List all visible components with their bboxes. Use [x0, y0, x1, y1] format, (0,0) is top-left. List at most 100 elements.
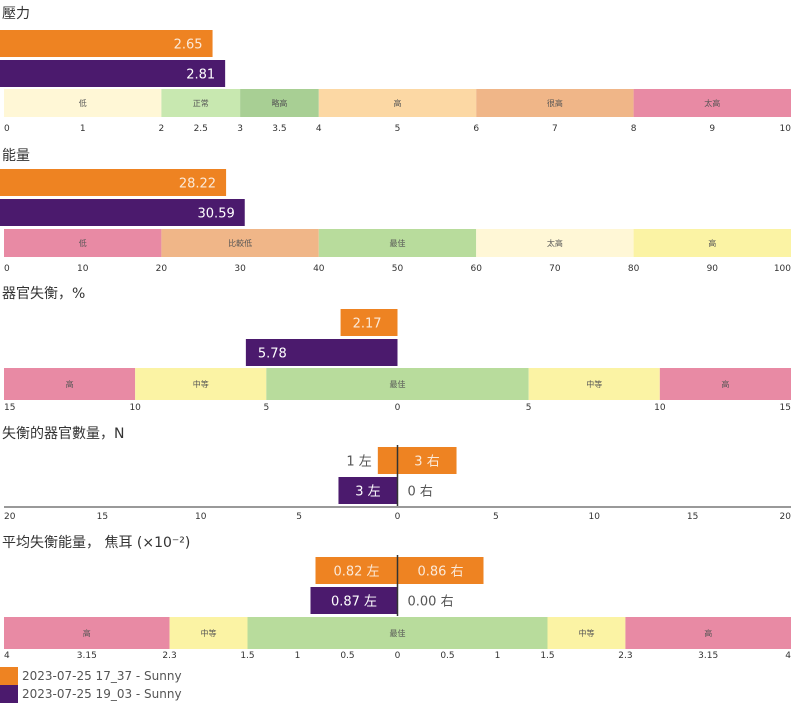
chart1-zone-4	[318, 89, 477, 117]
chart5-tick-2: 3.15	[77, 651, 97, 660]
chart5-bar-right-label-1: 0.86 右	[417, 565, 463, 580]
chart1-tick-1: 0	[4, 124, 10, 134]
chart5-bar-left-label-1: 0.82 左	[333, 565, 379, 580]
chart2-tick-10: 90	[707, 264, 719, 274]
chart5-zone-label-4: 中等	[578, 628, 594, 638]
chart4-tick-4: 5	[296, 512, 302, 522]
chart5-zone-3	[247, 617, 548, 649]
chart5-tick-4: 1.5	[240, 651, 254, 660]
chart2-zone-label-4: 太高	[547, 238, 563, 248]
chart5-tick-13: 4	[785, 651, 791, 660]
chart1-bar-2	[0, 60, 226, 87]
chart1-tick-10: 7	[552, 124, 558, 134]
chart1-bar-1	[0, 30, 213, 57]
chart5-zone-label-3: 最佳	[390, 628, 406, 638]
chart4-bar-left-2	[338, 477, 398, 504]
chart4-tick-3: 10	[195, 512, 207, 522]
chart2-tick-6: 50	[392, 264, 404, 274]
chart3-zone-label-2: 中等	[193, 379, 209, 389]
legend-label-2: 2023-07-25 19_03 - Sunny	[22, 687, 182, 701]
chart3-tick-6: 10	[654, 403, 666, 413]
chart1-zone-1	[4, 89, 162, 117]
chart3-tick-2: 10	[129, 403, 141, 413]
chart1-bar-label-2: 2.81	[186, 68, 215, 83]
chart2-tick-5: 40	[313, 264, 325, 274]
chart5-tick-6: 0.5	[340, 651, 354, 660]
chart4-bar-left-label-2: 3 左	[355, 485, 380, 500]
chart1-tick-8: 5	[395, 124, 401, 134]
chart4-bar-left-1	[377, 447, 398, 474]
chart1-title: 壓力	[2, 6, 30, 22]
chart5-bar-right-label-2: 0.00 右	[408, 595, 454, 610]
chart2-zone-label-2: 比較低	[228, 238, 252, 248]
chart1-zone-label-3: 略高	[271, 98, 287, 108]
chart5-title: 平均失衡能量， 焦耳 (×10⁻²)	[2, 535, 190, 551]
chart2-tick-1: 0	[4, 264, 10, 274]
chart4-tick-6: 5	[493, 512, 499, 522]
chart3-bar-label-1: 2.17	[353, 317, 382, 332]
chart1-zone-label-6: 太高	[704, 98, 720, 108]
chart5-tick-12: 3.15	[698, 651, 718, 660]
chart2-bar-1	[0, 169, 227, 196]
chart1-tick-11: 8	[631, 124, 637, 134]
chart1-zone-3	[240, 89, 319, 117]
chart4-title: 失衡的器官數量，N	[2, 426, 124, 442]
chart4-bar-right-label-1: 3 右	[414, 455, 439, 470]
chart3-zone-label-4: 中等	[586, 379, 602, 389]
chart4-tick-9: 20	[780, 512, 792, 522]
chart1-tick-2: 1	[80, 124, 86, 134]
chart-canvas: 壓力低 正常 略高高很高 太高0 1 2 2.5 3 3.5 4 5 6 7 8 9 102.652.81能量…	[0, 6, 792, 660]
chart3-zone-2	[135, 368, 267, 400]
chart5-zone-4	[547, 617, 626, 649]
legend-label-1: 2023-07-25 17_37 - Sunny	[22, 669, 182, 683]
chart5-tick-3: 2.3	[162, 651, 176, 660]
chart3-title: 器官失衡，%	[2, 286, 85, 302]
chart2-bar-2	[0, 199, 245, 226]
chart1-bar-label-1: 2.65	[174, 38, 203, 53]
chart3-zone-4	[528, 368, 660, 400]
chart2-bar-label-1: 28.22	[179, 177, 216, 192]
chart2-zone-1	[4, 229, 162, 257]
chart5-zone-label-1: 高	[83, 628, 91, 638]
chart2-zone-2	[161, 229, 319, 257]
chart2-tick-9: 80	[628, 264, 640, 274]
legend-item-2: 2023-07-25 19_03 - Sunny	[0, 685, 182, 703]
chart2-tick-2: 10	[77, 264, 89, 274]
chart3-tick-5: 5	[526, 403, 532, 413]
chart5-tick-1: 4	[4, 651, 10, 660]
chart1-tick-5: 3	[237, 124, 243, 134]
chart2-zone-label-5: 高	[708, 238, 716, 248]
chart5-tick-8: 0.5	[440, 651, 454, 660]
chart1-zone-label-4: 高	[394, 98, 402, 108]
chart4-tick-5: 0	[395, 512, 401, 522]
chart4-tick-1: 20	[4, 512, 16, 522]
chart3-zone-label-5: 高	[721, 379, 729, 389]
chart2-bar-label-2: 30.59	[198, 207, 235, 222]
chart2-zone-4	[476, 229, 634, 257]
chart5-tick-11: 2.3	[618, 651, 632, 660]
chart5-zone-label-5: 高	[704, 628, 712, 638]
chart3-zone-label-3: 最佳	[390, 379, 406, 389]
chart5-zone-1	[4, 617, 170, 649]
legend-swatch-2	[0, 685, 18, 703]
chart1-tick-3: 2	[159, 124, 165, 134]
chart5-tick-9: 1	[495, 651, 501, 660]
chart5-bar-left-1	[315, 557, 398, 584]
chart3-bar-2	[245, 339, 398, 366]
chart1-zone-label-2: 正常	[193, 99, 209, 108]
chart4-bar-left-label-1: 1 左	[346, 455, 371, 470]
chart2-zone-label-3: 最佳	[390, 238, 406, 248]
legend-swatch-1	[0, 667, 18, 685]
chart1-zone-label-5: 很高	[547, 98, 563, 108]
chart3-zone-3	[266, 368, 529, 400]
chart4-tick-8: 15	[687, 512, 698, 522]
chart4-tick-2: 15	[97, 512, 108, 522]
chart4-tick-7: 10	[589, 512, 601, 522]
chart3-bar-1	[340, 309, 398, 336]
chart2-zone-label-1: 低	[79, 238, 87, 248]
chart5-tick-5: 1	[295, 651, 301, 660]
chart4-bar-right-1	[397, 447, 457, 474]
chart5-zone-2	[169, 617, 248, 649]
chart5-tick-7: 0	[395, 651, 401, 660]
chart5-bar-right-1	[397, 557, 484, 584]
